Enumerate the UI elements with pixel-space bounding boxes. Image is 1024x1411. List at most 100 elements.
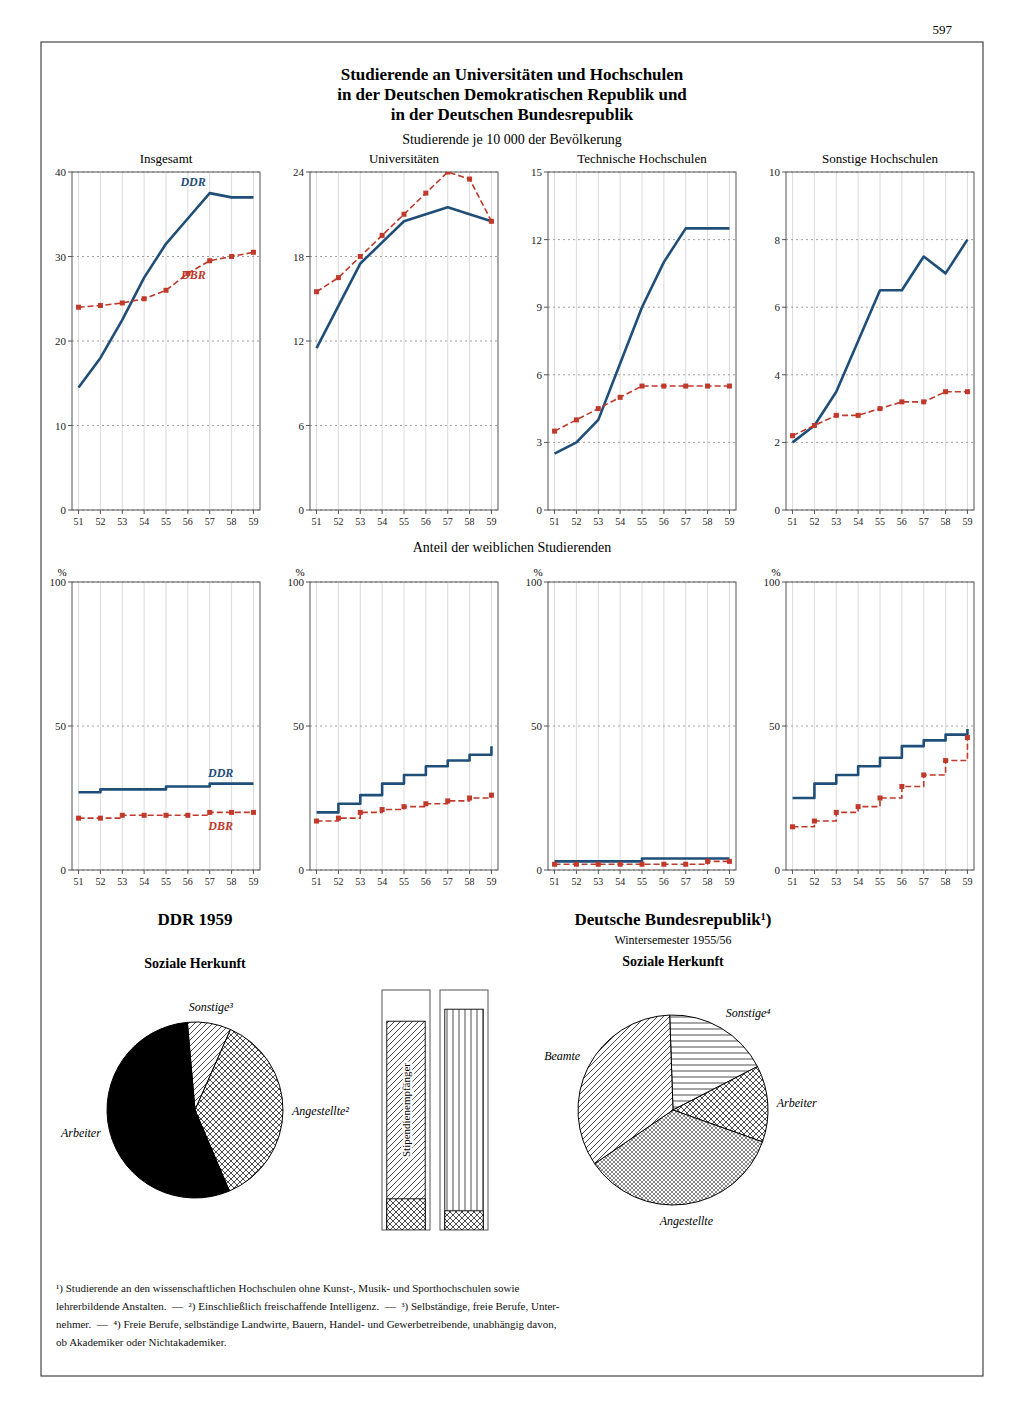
grid-line-y (310, 341, 498, 342)
x-tick (425, 510, 426, 514)
x-tick-label: 51 (550, 876, 560, 887)
marker (727, 859, 732, 864)
x-tick-label: 57 (919, 516, 929, 527)
x-tick (166, 870, 167, 874)
marker (640, 862, 645, 867)
x-tick (491, 870, 492, 874)
x-tick-label: 56 (659, 516, 669, 527)
x-tick-label: 51 (312, 516, 322, 527)
x-tick-label: 52 (571, 516, 581, 527)
x-tick (663, 510, 664, 514)
marker (790, 824, 795, 829)
grid-line-x (685, 582, 686, 870)
x-tick-label: 59 (962, 876, 972, 887)
x-tick-label: 58 (941, 876, 951, 887)
marker (727, 384, 732, 389)
marker (878, 796, 883, 801)
grid-line-y (310, 726, 498, 727)
x-tick-label: 57 (205, 876, 215, 887)
x-tick (469, 510, 470, 514)
x-tick-label: 51 (788, 516, 798, 527)
x-tick (729, 510, 730, 514)
marker (229, 810, 234, 815)
marker (574, 862, 579, 867)
step-line (317, 795, 492, 821)
grid-line-y (786, 442, 974, 443)
series-label: DBR (207, 819, 233, 833)
y-tick-label: 2 (775, 436, 781, 448)
step-line (317, 746, 492, 812)
x-tick (923, 870, 924, 874)
plot-frame (548, 172, 736, 510)
marker (856, 413, 861, 418)
marker (314, 819, 319, 824)
pie-slice (578, 1015, 673, 1164)
x-tick-label: 54 (615, 516, 625, 527)
line (793, 240, 968, 443)
line (317, 207, 492, 348)
x-tick (447, 870, 448, 874)
chart-subtitle: Wintersemester 1955/56 (614, 933, 731, 947)
x-tick (792, 870, 793, 874)
y-tick (306, 256, 310, 257)
marker (921, 399, 926, 404)
grid-line-x (836, 172, 837, 510)
y-tick (306, 172, 310, 173)
x-tick-label: 58 (703, 516, 713, 527)
x-tick-label: 52 (571, 876, 581, 887)
y-tick (68, 582, 72, 583)
marker (596, 862, 601, 867)
data-layer (790, 240, 970, 443)
marker (185, 813, 190, 818)
y-tick-label: 12 (531, 234, 542, 246)
grid-line-x (880, 582, 881, 870)
marker (76, 305, 81, 310)
marker (683, 384, 688, 389)
x-tick (209, 870, 210, 874)
marker (467, 796, 472, 801)
x-tick-label: 51 (312, 876, 322, 887)
plot: 03691215515253545556575859Technische Hoc… (531, 151, 736, 527)
grid-line-x (100, 582, 101, 870)
x-tick (967, 510, 968, 514)
data-layer (790, 729, 970, 829)
marker (618, 862, 623, 867)
bar-frame (382, 990, 430, 1230)
y-tick (544, 870, 548, 871)
plot-frame (72, 172, 260, 510)
grid-line-x (663, 172, 664, 510)
x-tick-label: 56 (897, 876, 907, 887)
x-tick-label: 51 (788, 876, 798, 887)
x-tick (945, 870, 946, 874)
x-tick-label: 55 (161, 516, 171, 527)
marker (380, 233, 385, 238)
y-tick-label: 9 (537, 301, 543, 313)
x-tick (209, 510, 210, 514)
marker (445, 798, 450, 803)
bar (387, 1199, 425, 1230)
x-tick-label: 58 (227, 516, 237, 527)
slice-label: Arbeiter (60, 1126, 101, 1140)
grid-line-y (310, 256, 498, 257)
x-tick (469, 870, 470, 874)
x-tick-label: 52 (333, 876, 343, 887)
x-tick-label: 54 (615, 876, 625, 887)
y-tick-label: 12 (293, 335, 304, 347)
plot-background (72, 582, 260, 870)
x-tick (707, 870, 708, 874)
y-tick-label: 0 (537, 864, 543, 876)
slice-label: Sonstige³ (189, 1000, 234, 1014)
marker (358, 810, 363, 815)
y-axis-label: % (295, 566, 304, 578)
y-tick-label: 6 (537, 369, 543, 381)
x-tick (598, 510, 599, 514)
x-tick (122, 510, 123, 514)
grid-line-x (338, 582, 339, 870)
x-tick-label: 59 (486, 516, 496, 527)
chart-title: DDR 1959 (157, 910, 232, 929)
x-tick-label: 52 (333, 516, 343, 527)
marker (596, 406, 601, 411)
marker (790, 433, 795, 438)
x-tick (729, 870, 730, 874)
plot: 010203040515253545556575859InsgesamtDDRD… (55, 151, 260, 527)
